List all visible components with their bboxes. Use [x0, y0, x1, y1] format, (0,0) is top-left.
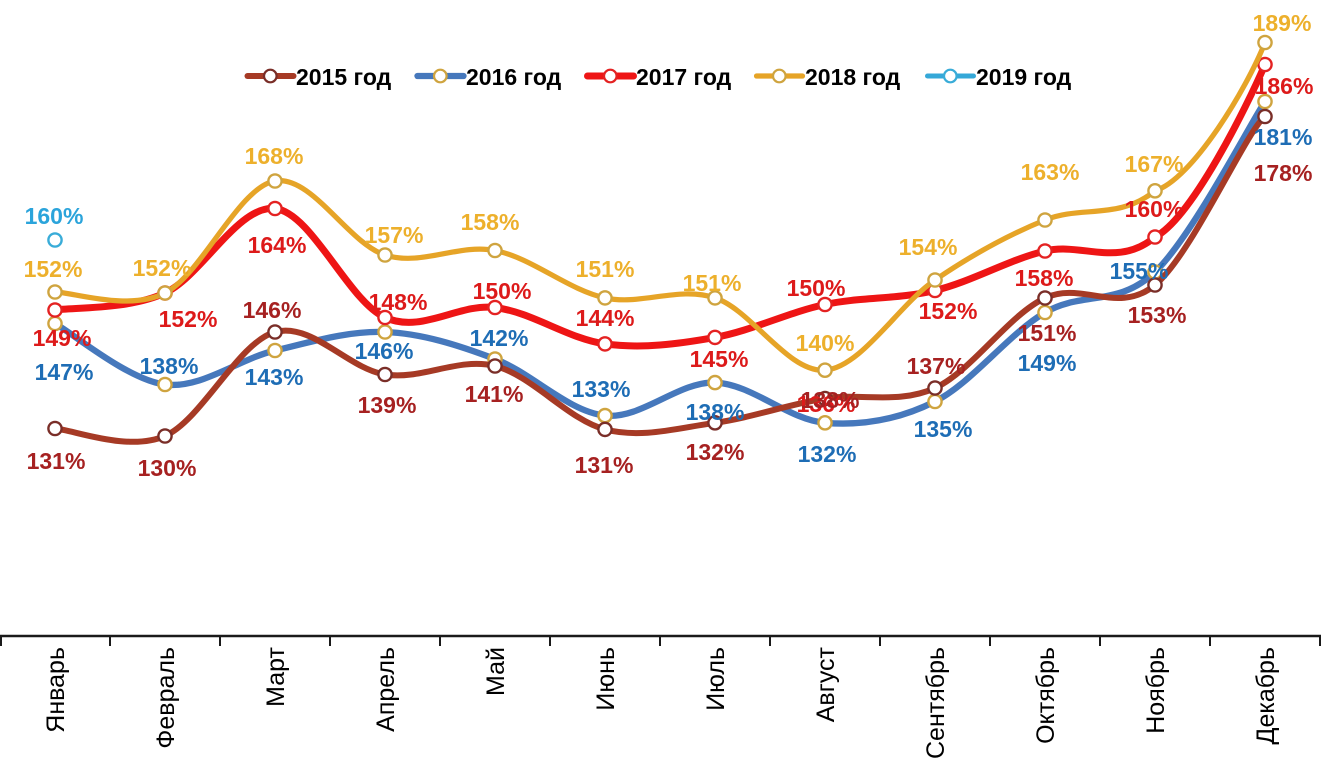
svg-text:189%: 189% [1253, 10, 1312, 36]
svg-text:132%: 132% [798, 441, 857, 467]
svg-text:154%: 154% [899, 234, 958, 260]
svg-text:152%: 152% [919, 298, 978, 324]
svg-text:157%: 157% [365, 222, 424, 248]
svg-text:131%: 131% [575, 452, 634, 478]
svg-text:2016 год: 2016 год [466, 64, 562, 90]
svg-text:139%: 139% [358, 392, 417, 418]
svg-text:141%: 141% [465, 381, 524, 407]
svg-text:152%: 152% [159, 306, 218, 332]
svg-text:Апрель: Апрель [372, 647, 400, 732]
svg-text:164%: 164% [248, 232, 307, 258]
svg-text:Июль: Июль [702, 647, 730, 711]
svg-text:160%: 160% [1125, 196, 1184, 222]
svg-text:135%: 135% [914, 416, 973, 442]
svg-text:153%: 153% [1128, 302, 1187, 328]
svg-text:Ноябрь: Ноябрь [1142, 647, 1170, 734]
svg-text:146%: 146% [355, 338, 414, 364]
svg-text:2019 год: 2019 год [976, 64, 1072, 90]
svg-text:Март: Март [262, 646, 290, 706]
svg-text:2018 год: 2018 год [805, 64, 901, 90]
svg-text:131%: 131% [27, 448, 86, 474]
svg-text:150%: 150% [473, 278, 532, 304]
svg-text:149%: 149% [33, 325, 92, 351]
svg-text:186%: 186% [1255, 73, 1314, 99]
svg-text:Февраль: Февраль [152, 647, 180, 749]
svg-text:130%: 130% [138, 455, 197, 481]
svg-text:146%: 146% [243, 297, 302, 323]
svg-text:145%: 145% [690, 346, 749, 372]
svg-text:144%: 144% [576, 305, 635, 331]
svg-text:132%: 132% [686, 439, 745, 465]
svg-text:138%: 138% [801, 387, 860, 413]
svg-text:147%: 147% [35, 359, 94, 385]
svg-text:138%: 138% [140, 353, 199, 379]
svg-text:143%: 143% [245, 364, 304, 390]
svg-text:Октябрь: Октябрь [1032, 647, 1060, 744]
svg-text:151%: 151% [576, 256, 635, 282]
svg-text:155%: 155% [1110, 258, 1169, 284]
svg-text:181%: 181% [1254, 124, 1313, 150]
svg-text:151%: 151% [683, 270, 742, 296]
svg-text:138%: 138% [686, 399, 745, 425]
svg-text:Август: Август [812, 646, 840, 722]
svg-text:Июнь: Июнь [592, 647, 620, 711]
svg-text:136%: 136% [797, 391, 856, 417]
svg-text:168%: 168% [245, 143, 304, 169]
svg-text:2015 год: 2015 год [296, 64, 392, 90]
svg-text:140%: 140% [796, 330, 855, 356]
svg-text:137%: 137% [907, 353, 966, 379]
svg-text:133%: 133% [572, 376, 631, 402]
svg-text:Май: Май [482, 647, 510, 696]
svg-text:149%: 149% [1018, 350, 1077, 376]
svg-text:178%: 178% [1254, 160, 1313, 186]
svg-text:142%: 142% [470, 325, 529, 351]
svg-text:167%: 167% [1125, 151, 1184, 177]
svg-text:152%: 152% [133, 255, 192, 281]
svg-text:160%: 160% [25, 203, 84, 229]
svg-text:152%: 152% [24, 256, 83, 282]
svg-text:150%: 150% [787, 275, 846, 301]
svg-text:163%: 163% [1021, 159, 1080, 185]
svg-text:148%: 148% [369, 289, 428, 315]
svg-text:Сентябрь: Сентябрь [922, 647, 950, 759]
svg-text:2017 год: 2017 год [636, 64, 732, 90]
svg-text:158%: 158% [1015, 265, 1074, 291]
svg-text:Январь: Январь [42, 647, 70, 733]
svg-text:151%: 151% [1018, 320, 1077, 346]
svg-text:158%: 158% [461, 209, 520, 235]
svg-text:Декабрь: Декабрь [1252, 647, 1280, 744]
